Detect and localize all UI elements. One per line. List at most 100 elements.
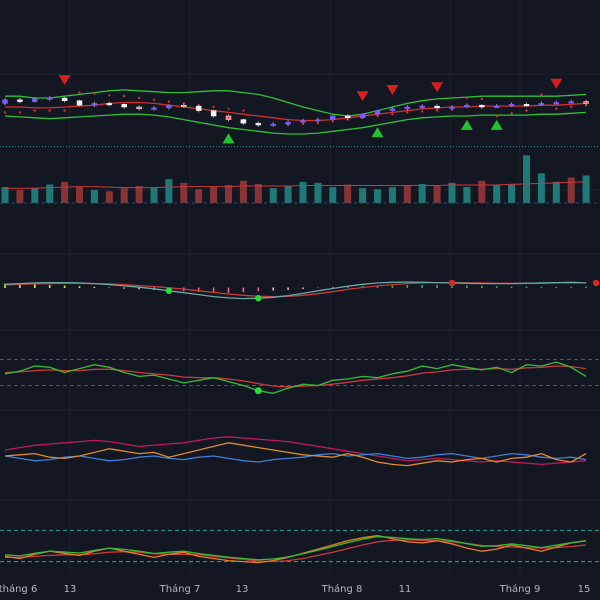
macd-histogram-bar <box>242 287 245 293</box>
macd-histogram-bar <box>481 285 483 288</box>
volume-bar <box>388 187 396 203</box>
macd-histogram-bar <box>346 286 349 288</box>
sar-dot <box>346 118 349 121</box>
rsi-cross-marker <box>254 387 262 395</box>
sar-dot <box>63 109 66 112</box>
candle-body <box>2 99 8 104</box>
sar-dot <box>167 100 171 103</box>
sar-dot <box>227 107 230 111</box>
macd-histogram-bar <box>4 283 6 288</box>
sar-dot <box>18 111 22 114</box>
volume-bar <box>239 180 247 203</box>
volume-bar <box>195 189 203 203</box>
volume-bar <box>344 184 352 203</box>
macd-cross-marker <box>448 279 456 287</box>
candle-body <box>151 107 157 110</box>
candle-body <box>225 115 232 120</box>
volume-bar <box>269 188 277 203</box>
candle-body <box>553 102 560 105</box>
macd-histogram-bar <box>495 286 498 288</box>
sar-dot <box>391 113 394 116</box>
sar-dot <box>480 97 483 101</box>
volume-bar <box>359 188 367 203</box>
sar-dot <box>406 111 409 114</box>
macd-histogram-bar <box>34 284 36 288</box>
volume-bar <box>61 181 69 203</box>
stoch-k-line <box>4 535 587 561</box>
volume-bar <box>523 155 530 203</box>
candle-body <box>330 115 336 120</box>
volume-bar <box>165 179 173 203</box>
macd-cross-marker <box>165 287 173 294</box>
macd-histogram-bar <box>376 285 379 288</box>
candle-body <box>255 122 262 126</box>
candle-body <box>106 103 113 106</box>
macd-cross-marker <box>255 295 262 302</box>
candle-body <box>270 123 276 126</box>
macd-histogram-bar <box>197 287 200 292</box>
volume-bar <box>225 184 232 203</box>
macd-histogram-bar <box>93 286 96 288</box>
volume-bar <box>76 187 83 203</box>
candle-body <box>359 113 366 119</box>
candle-body <box>300 120 306 123</box>
macd-histogram-bar <box>63 285 66 288</box>
sar-dot <box>510 112 513 115</box>
volume-bar <box>329 187 337 203</box>
sar-dot <box>78 91 81 94</box>
macd-histogram-bar <box>436 284 438 288</box>
macd-histogram-bar <box>585 286 587 288</box>
rsi-main-line <box>4 361 587 394</box>
macd-histogram-bar <box>466 285 468 288</box>
volume-bar <box>478 180 486 203</box>
sar-dot <box>93 92 96 95</box>
volume-bar <box>433 186 441 203</box>
candle-body <box>285 122 291 125</box>
candle-body <box>46 97 53 100</box>
dmi-minus-line <box>4 452 587 463</box>
volume-bar <box>1 187 9 203</box>
sar-dot <box>48 109 51 112</box>
buy-signal-icon <box>490 119 503 130</box>
volume-bar <box>135 186 143 203</box>
x-axis-label: Tháng 7 <box>159 583 201 595</box>
volume-bar <box>552 181 560 203</box>
sar-dot <box>435 109 439 112</box>
sar-dot <box>540 93 543 96</box>
sar-dot <box>33 109 36 112</box>
sar-dot <box>570 105 573 109</box>
candle-body <box>195 105 202 111</box>
macd-histogram-bar <box>138 287 140 290</box>
volume-bar <box>210 187 218 203</box>
sell-signal-icon <box>58 75 71 86</box>
sar-dot <box>152 98 156 102</box>
candle-body <box>419 105 425 108</box>
candle-body <box>17 99 23 102</box>
x-axis-label: Tháng 8 <box>321 583 363 595</box>
lower-band-line <box>4 111 587 135</box>
macd-histogram-bar <box>540 286 543 288</box>
basis-line <box>5 101 587 122</box>
x-axis-label: 15 <box>578 584 591 595</box>
volume-bar <box>150 187 158 203</box>
sar-dot <box>465 96 469 100</box>
macd-histogram-bar <box>78 286 81 288</box>
macd-histogram-bar <box>212 287 215 293</box>
candle-body <box>434 105 440 109</box>
candle-body <box>449 106 455 109</box>
candle-body <box>508 104 515 107</box>
macd-histogram-bar <box>525 286 528 288</box>
volume-bar <box>299 181 307 203</box>
candle-body <box>374 110 381 115</box>
volume-bar <box>120 188 128 203</box>
macd-histogram-bar <box>302 287 304 289</box>
sell-signal-icon <box>386 85 399 95</box>
sell-signal-icon <box>550 78 563 89</box>
candle-body <box>32 98 38 102</box>
buy-signal-icon <box>222 133 235 144</box>
volume-bar <box>567 177 575 203</box>
macd-histogram-bar <box>48 284 51 288</box>
macd-histogram-bar <box>570 286 572 288</box>
dmi-plus-line <box>4 442 587 467</box>
